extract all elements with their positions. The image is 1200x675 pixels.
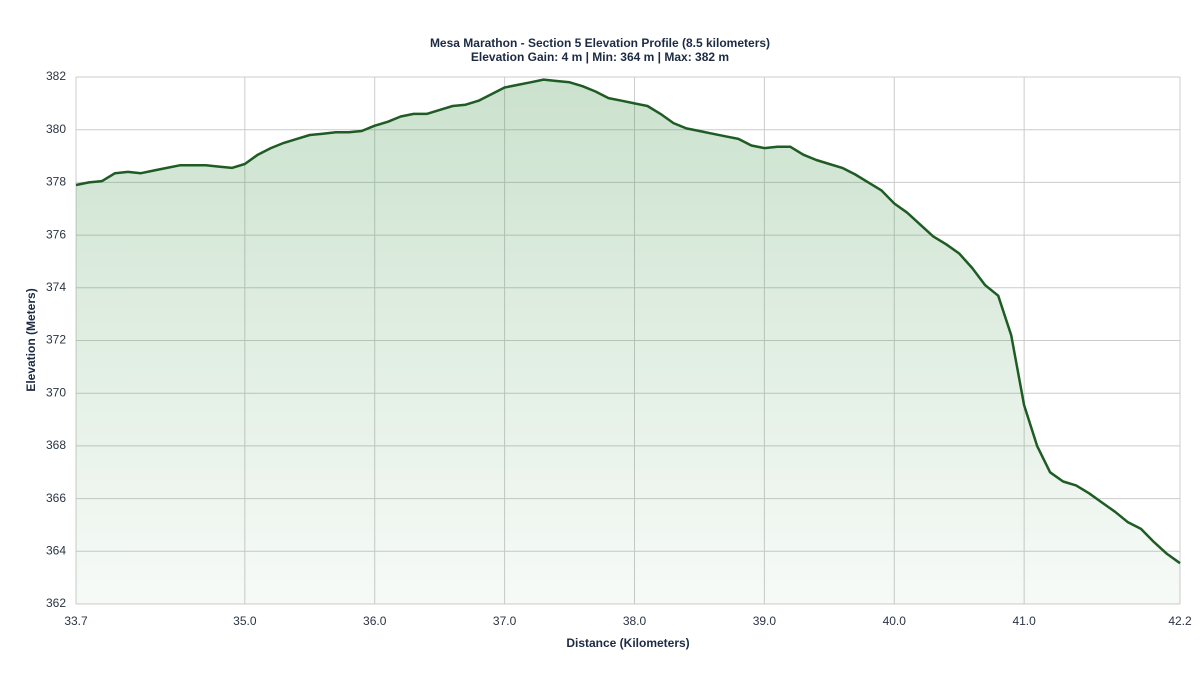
- x-tick-label: 36.0: [363, 614, 387, 628]
- y-tick-label: 372: [46, 333, 66, 347]
- y-tick-label: 364: [46, 543, 66, 557]
- x-tick-label: 33.7: [64, 614, 88, 628]
- y-tick-label: 368: [46, 438, 66, 452]
- elevation-line: [75, 78, 1181, 565]
- y-tick-label: 382: [46, 69, 66, 83]
- y-tick-label: 370: [46, 385, 66, 399]
- x-axis-title: Distance (Kilometers): [566, 636, 689, 650]
- y-tick-label: 374: [46, 280, 66, 294]
- x-tick-label: 37.0: [493, 614, 517, 628]
- chart-title: Mesa Marathon - Section 5 Elevation Prof…: [430, 36, 770, 50]
- y-tick-label: 380: [46, 122, 66, 136]
- y-tick-label: 378: [46, 175, 66, 189]
- x-tick-label: 42.2: [1168, 614, 1192, 628]
- x-tick-label: 40.0: [883, 614, 907, 628]
- y-tick-label: 366: [46, 491, 66, 505]
- y-tick-label: 376: [46, 227, 66, 241]
- x-tick-label: 39.0: [753, 614, 777, 628]
- x-tick-label: 41.0: [1012, 614, 1036, 628]
- x-tick-label: 38.0: [623, 614, 647, 628]
- x-tick-label: 35.0: [233, 614, 257, 628]
- y-tick-label: 362: [46, 596, 66, 610]
- y-axis-title: Elevation (Meters): [24, 288, 38, 391]
- chart-subtitle: Elevation Gain: 4 m | Min: 364 m | Max: …: [471, 50, 729, 64]
